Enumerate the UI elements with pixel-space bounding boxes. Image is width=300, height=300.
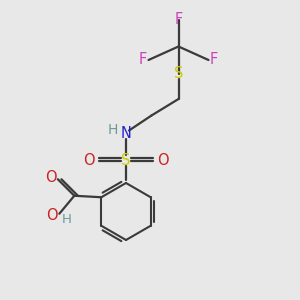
- Text: F: F: [139, 52, 147, 68]
- Text: S: S: [121, 153, 131, 168]
- Text: O: O: [46, 208, 58, 223]
- Text: O: O: [45, 170, 56, 185]
- Text: F: F: [174, 12, 183, 27]
- Text: O: O: [83, 153, 94, 168]
- Text: N: N: [121, 126, 131, 141]
- Text: O: O: [158, 153, 169, 168]
- Text: H: H: [62, 213, 72, 226]
- Text: S: S: [174, 66, 183, 81]
- Text: F: F: [210, 52, 218, 68]
- Text: H: H: [107, 123, 118, 137]
